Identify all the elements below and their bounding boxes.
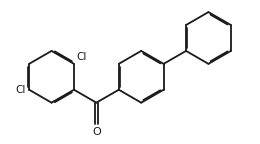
Text: Cl: Cl — [76, 52, 86, 62]
Text: Cl: Cl — [16, 85, 26, 95]
Text: O: O — [92, 127, 101, 137]
